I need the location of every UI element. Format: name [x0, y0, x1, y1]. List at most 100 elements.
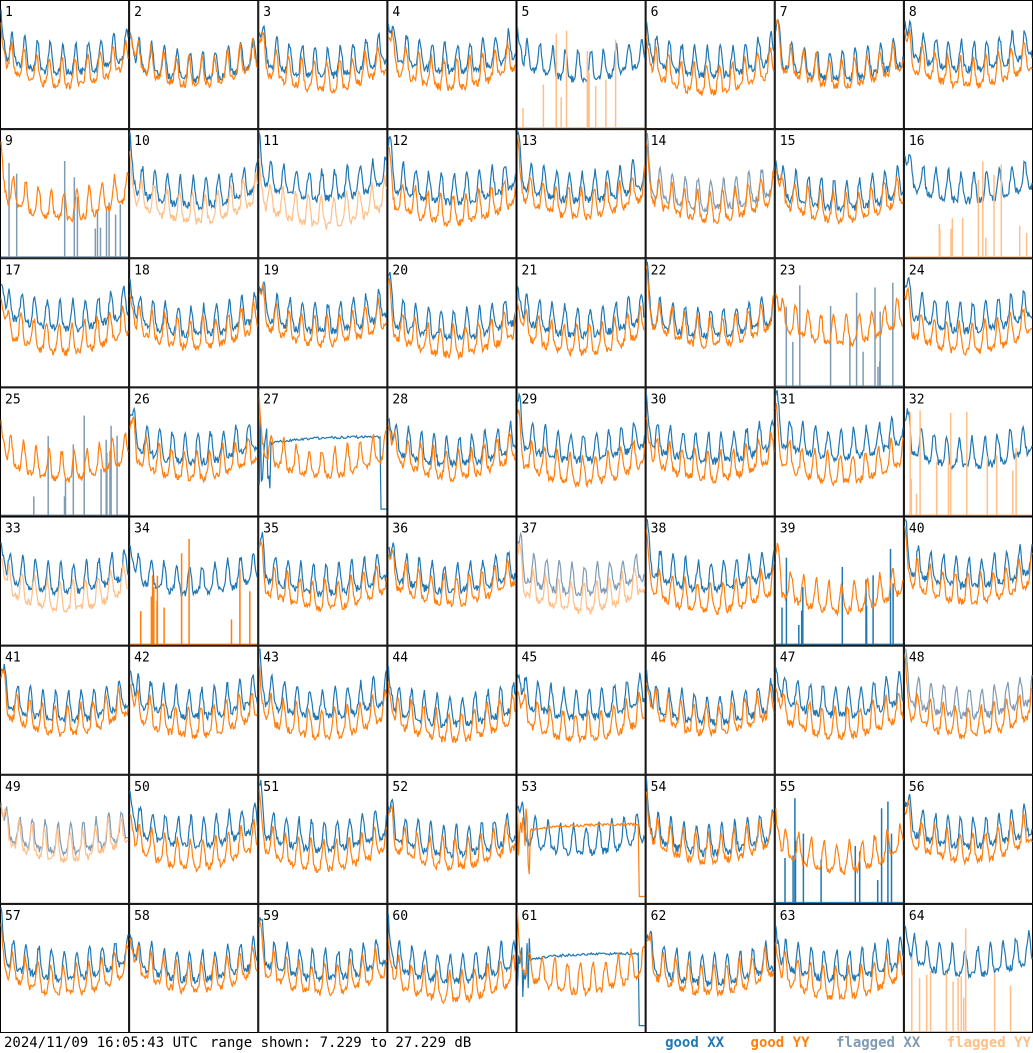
yy-trace — [775, 942, 904, 1000]
panel-number: 19 — [263, 263, 279, 278]
panel-frame — [774, 516, 904, 646]
yy-trace — [904, 800, 1033, 866]
panel-43: 43 — [258, 645, 388, 775]
xx-trace — [0, 542, 129, 597]
yy-trace — [258, 919, 387, 997]
panel-number: 6 — [651, 5, 659, 20]
yy-trace — [904, 29, 1033, 90]
yy-trace — [0, 805, 129, 864]
panel-number: 21 — [522, 263, 538, 278]
yy-trace — [516, 542, 646, 616]
panel-number: 34 — [134, 522, 150, 537]
panel-59: 59 — [258, 903, 388, 1033]
panel-number: 48 — [909, 651, 925, 666]
yy-trace — [775, 542, 904, 617]
yy-trace — [0, 420, 129, 483]
panel-62: 62 — [645, 903, 775, 1033]
panel-frame — [903, 774, 1033, 904]
panel-number: 28 — [392, 392, 408, 407]
yy-trace — [129, 151, 258, 226]
xx-trace — [516, 27, 646, 84]
panel-number: 36 — [392, 522, 408, 537]
xx-trace — [904, 793, 1033, 850]
yy-trace — [516, 301, 646, 358]
panel-2: 2 — [129, 0, 259, 130]
panel-45: 45 — [516, 645, 646, 775]
xx-trace — [258, 281, 387, 335]
panel-number: 2 — [134, 5, 142, 20]
panel-34: 34 — [129, 516, 259, 646]
panel-57: 57 — [0, 903, 130, 1033]
panel-18: 18 — [129, 258, 259, 388]
panel-30: 30 — [645, 387, 775, 517]
panel-55: 55 — [774, 774, 904, 904]
yy-trace — [516, 135, 646, 221]
panel-number: 59 — [263, 909, 279, 924]
panel-52: 52 — [387, 774, 517, 904]
yy-trace — [516, 408, 646, 489]
panel-32: 32 — [903, 387, 1033, 517]
panel-frame — [258, 387, 388, 517]
panel-38: 38 — [645, 516, 775, 646]
panel-frame — [903, 129, 1033, 259]
panel-39: 39 — [774, 516, 904, 646]
xx-trace — [0, 283, 129, 333]
xx-trace — [646, 21, 775, 80]
yy-trace — [516, 808, 645, 898]
xx-trace — [258, 780, 387, 855]
panel-48: 48 — [903, 645, 1033, 775]
yy-trace — [388, 147, 517, 228]
yy-trace — [646, 529, 775, 616]
panel-33: 33 — [0, 516, 130, 646]
yy-trace — [387, 939, 517, 1005]
panel-22: 22 — [645, 258, 775, 388]
xx-trace — [646, 519, 775, 594]
xx-trace — [259, 648, 387, 721]
panel-29: 29 — [516, 387, 646, 517]
yy-trace — [904, 654, 1033, 741]
panel-54: 54 — [645, 774, 775, 904]
panel-61: 61 — [516, 903, 646, 1033]
yy-trace — [0, 298, 129, 356]
panel-7: 7 — [774, 0, 904, 130]
panel-number: 3 — [263, 5, 271, 20]
panel-number: 17 — [5, 263, 21, 278]
yy-trace — [258, 540, 387, 613]
yy-trace — [516, 912, 646, 998]
xx-trace — [904, 925, 1033, 980]
yy-trace — [516, 690, 645, 744]
yy-trace — [258, 397, 387, 480]
legend: good XX good YY flagged XX flagged YY — [647, 1033, 1031, 1053]
panel-35: 35 — [258, 516, 388, 646]
legend-good-yy: good YY — [750, 1035, 810, 1051]
xx-trace — [646, 132, 775, 213]
yy-trace — [775, 169, 904, 226]
xx-trace — [904, 408, 1033, 471]
panel-number: 5 — [522, 5, 530, 20]
yy-trace — [904, 526, 1033, 605]
panel-frame — [0, 258, 130, 388]
panel-number: 35 — [263, 522, 279, 537]
panel-number: 49 — [5, 780, 21, 795]
panel-51: 51 — [258, 774, 388, 904]
xx-trace — [904, 153, 1033, 206]
panel-frame — [258, 645, 388, 775]
yy-trace — [775, 19, 904, 90]
panel-frame — [258, 129, 388, 259]
panel-number: 64 — [909, 909, 925, 924]
panel-number: 9 — [5, 134, 13, 149]
panel-number: 58 — [134, 909, 150, 924]
panel-63: 63 — [774, 903, 904, 1033]
panel-number: 62 — [651, 909, 667, 924]
xx-trace — [388, 542, 517, 596]
panel-number: 55 — [780, 780, 796, 795]
panel-frame — [645, 129, 775, 259]
panel-frame — [129, 645, 259, 775]
yy-trace — [646, 932, 775, 998]
yy-trace — [775, 293, 904, 348]
panel-number: 56 — [909, 780, 925, 795]
panel-number: 54 — [651, 780, 667, 795]
yy-trace — [258, 30, 387, 94]
panel-number: 8 — [909, 5, 917, 20]
